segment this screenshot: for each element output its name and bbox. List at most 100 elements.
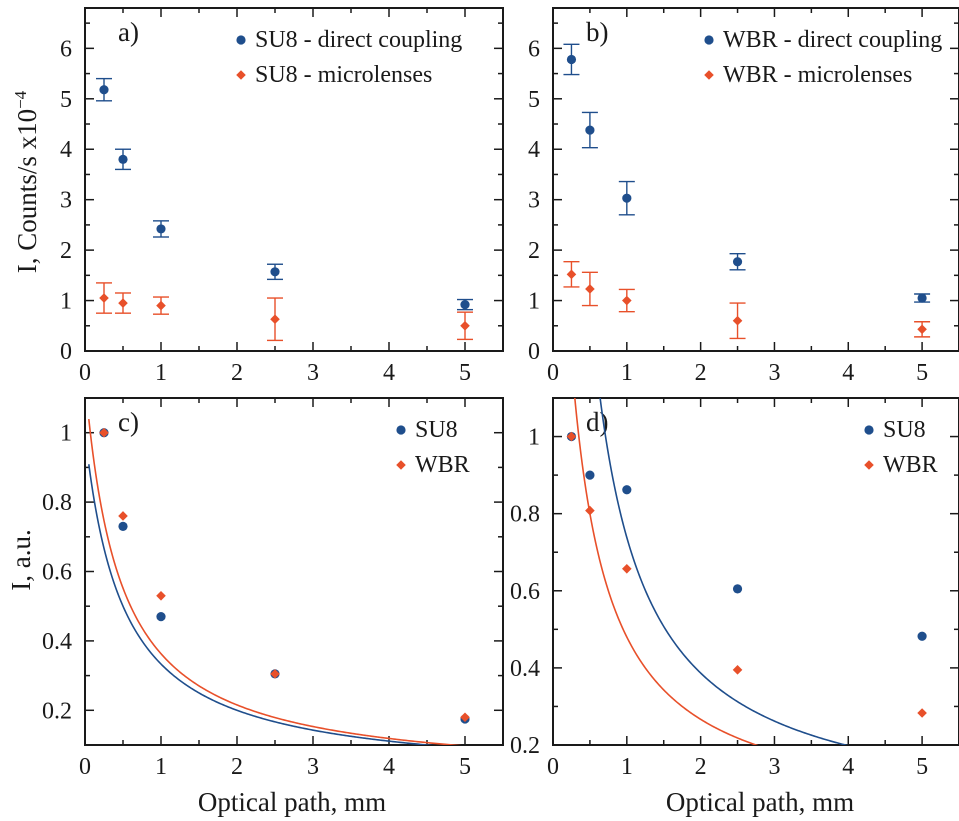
y-axis-label-top-main: I, Counts/s x10 (12, 109, 42, 273)
legend-marker (236, 35, 246, 45)
y-tick-label: 2 (60, 238, 72, 264)
data-point (156, 224, 166, 234)
panel-a: 0 1 2 3 4 5 0 1 2 3 4 5 6 a) SU8 - direct coupling SU8 … (60, 7, 504, 386)
y-tick-label: 4 (528, 137, 540, 163)
data-point (566, 431, 577, 442)
data-point (585, 505, 595, 516)
plot-frame (84, 7, 504, 352)
x-tick-label: 0 (547, 360, 559, 386)
data-point (585, 125, 595, 135)
data-point (732, 257, 743, 267)
x-tick-label: 1 (621, 360, 633, 386)
fit-curve (88, 464, 436, 745)
plot-area (88, 419, 470, 745)
panel-b: 0 1 2 3 4 5 0 1 2 3 4 5 6 b) WBR - direct coupling WBR … (528, 7, 959, 386)
x-tick-label: 2 (231, 360, 243, 386)
data-point (99, 293, 109, 303)
y-tick-label: 0.2 (42, 698, 72, 724)
data-point (622, 295, 632, 306)
plot-frame (84, 397, 504, 746)
legend-label: WBR - direct coupling (723, 27, 942, 53)
y-tick-label: 0.6 (510, 579, 540, 605)
y-tick-label: 0.2 (510, 733, 540, 759)
y-tick-label: 0.4 (510, 656, 540, 682)
y-tick-label: 1 (528, 289, 540, 315)
x-tick-label: 3 (307, 754, 319, 780)
x-tick-label: 4 (383, 754, 395, 780)
fit-curve (88, 419, 463, 745)
data-point (732, 584, 743, 594)
data-point (622, 564, 632, 574)
data-point (270, 669, 280, 679)
x-axis-label-c: Optical path, mm (198, 787, 386, 817)
x-tick-label: 3 (768, 360, 780, 386)
fit-curve (574, 398, 759, 745)
legend-label: SU8 (883, 417, 926, 443)
data-point (118, 511, 128, 521)
plot-area (566, 398, 927, 745)
x-tick-label: 1 (155, 360, 167, 386)
legend-label: SU8 - microlenses (255, 62, 432, 88)
x-tick-label: 3 (307, 360, 319, 386)
data-point (270, 314, 280, 325)
legend-marker (864, 425, 874, 435)
data-point (917, 324, 927, 335)
data-point (156, 590, 166, 601)
legend-label: SU8 (415, 417, 458, 443)
x-tick-label: 5 (459, 360, 471, 386)
panel-label: c) (118, 407, 139, 437)
x-tick-label: 4 (842, 754, 854, 780)
data-point (622, 485, 632, 495)
legend-marker (236, 70, 246, 80)
y-tick-label: 0.4 (42, 629, 72, 655)
data-point (156, 300, 166, 311)
data-point (732, 665, 743, 675)
x-tick-label: 5 (916, 360, 928, 386)
data-point (917, 631, 927, 641)
y-tick-label: 5 (528, 87, 540, 113)
x-tick-label: 0 (79, 360, 91, 386)
data-point (99, 85, 109, 95)
x-tick-label: 4 (842, 360, 854, 386)
data-point (460, 299, 470, 310)
plot-area (96, 77, 473, 342)
x-tick-label: 4 (383, 360, 395, 386)
fit-curve (599, 398, 849, 745)
y-tick-label: 6 (60, 36, 72, 62)
y-axis-label-top: I, Counts/s x10−4 (11, 90, 42, 273)
y-tick-label: 0.8 (510, 502, 540, 528)
data-point (118, 298, 128, 308)
x-tick-label: 5 (916, 754, 928, 780)
legend-label: WBR (883, 452, 938, 478)
x-tick-label: 3 (768, 754, 780, 780)
plot-area (563, 43, 931, 340)
x-tick-label: 1 (155, 754, 167, 780)
legend-marker (704, 70, 714, 80)
legend-label: WBR (415, 452, 470, 478)
data-point (585, 470, 595, 480)
data-point (156, 612, 166, 622)
x-tick-label: 2 (231, 754, 243, 780)
y-tick-label: 0 (60, 339, 72, 365)
data-point (732, 315, 743, 326)
legend-marker (396, 460, 406, 470)
plot-frame (552, 7, 959, 352)
data-point (585, 284, 595, 294)
plot-frame (552, 397, 959, 746)
data-point (917, 293, 927, 303)
legend-marker (864, 460, 874, 470)
legend-marker (396, 425, 406, 435)
data-point (99, 427, 109, 438)
x-axis-label-d: Optical path, mm (666, 787, 854, 817)
y-tick-label: 1 (60, 421, 72, 447)
x-tick-label: 1 (621, 754, 633, 780)
y-tick-label: 5 (60, 87, 72, 113)
data-point (118, 154, 128, 164)
data-point (460, 320, 470, 331)
panel-label: a) (118, 17, 139, 47)
y-tick-label: 3 (528, 188, 540, 214)
x-tick-label: 0 (79, 754, 91, 780)
y-tick-label: 0 (528, 339, 540, 365)
